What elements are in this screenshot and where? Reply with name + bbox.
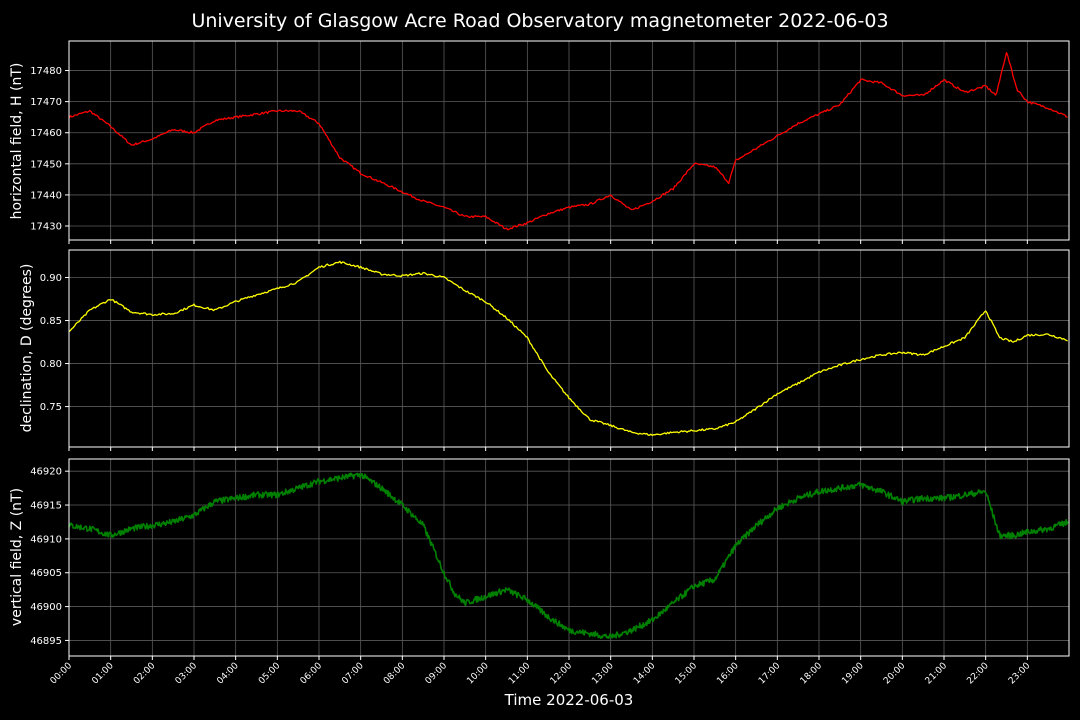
x-tick-label: 19:00 <box>840 661 866 687</box>
series-line-z <box>68 472 1069 639</box>
plot-frame <box>68 458 1070 657</box>
plot-frame <box>68 249 1070 448</box>
x-tick-label: 06:00 <box>299 661 325 687</box>
series-line-d <box>68 260 1068 437</box>
y-tick-label: 46910 <box>30 534 62 545</box>
y-tick-label: 46895 <box>30 636 62 647</box>
y-tick-label: 17450 <box>30 159 62 170</box>
y-tick-label: 17480 <box>30 66 62 77</box>
x-tick-label: 01:00 <box>90 661 116 687</box>
x-tick-label: 14:00 <box>632 661 658 687</box>
x-tick-label: 11:00 <box>507 661 533 687</box>
x-tick-label: 18:00 <box>799 661 825 687</box>
y-tick-label: 17470 <box>30 97 62 108</box>
plot-frame <box>68 40 1070 241</box>
x-tick-label: 09:00 <box>424 661 450 687</box>
x-tick-label: 07:00 <box>340 661 366 687</box>
x-tick-label: 04:00 <box>215 661 241 687</box>
y-tick-label: 17460 <box>30 128 62 139</box>
y-tick-label: 17430 <box>30 222 62 233</box>
chart-title: University of Glasgow Acre Road Observat… <box>191 10 889 32</box>
x-tick-label: 13:00 <box>590 661 616 687</box>
y-tick-label: 0.80 <box>40 359 62 370</box>
x-tick-label: 17:00 <box>757 661 783 687</box>
x-tick-label: 23:00 <box>1007 661 1033 687</box>
x-tick-label: 20:00 <box>882 661 908 687</box>
x-tick-label: 22:00 <box>965 661 991 687</box>
y-tick-label: 46900 <box>30 602 62 613</box>
x-tick-label: 21:00 <box>924 661 950 687</box>
y-tick-label: 0.90 <box>40 273 62 284</box>
x-tick-label: 03:00 <box>174 661 200 687</box>
series-line-h <box>68 51 1068 231</box>
y-tick-label: 17440 <box>30 190 62 201</box>
x-tick-label: 16:00 <box>715 661 741 687</box>
x-tick-label: 15:00 <box>674 661 700 687</box>
x-tick-label: 02:00 <box>132 661 158 687</box>
x-tick-label: 00:00 <box>49 661 75 687</box>
y-tick-label: 46920 <box>30 467 62 478</box>
y-tick-label: 0.85 <box>40 316 62 327</box>
x-tick-label: 08:00 <box>382 661 408 687</box>
y-tick-label: 46915 <box>30 501 62 512</box>
x-axis-label: Time 2022-06-03 <box>504 691 634 709</box>
x-tick-label: 10:00 <box>465 661 491 687</box>
x-tick-label: 05:00 <box>257 661 283 687</box>
y-tick-label: 46905 <box>30 568 62 579</box>
x-tick-label: 12:00 <box>549 661 575 687</box>
y-tick-label: 0.75 <box>40 402 62 413</box>
